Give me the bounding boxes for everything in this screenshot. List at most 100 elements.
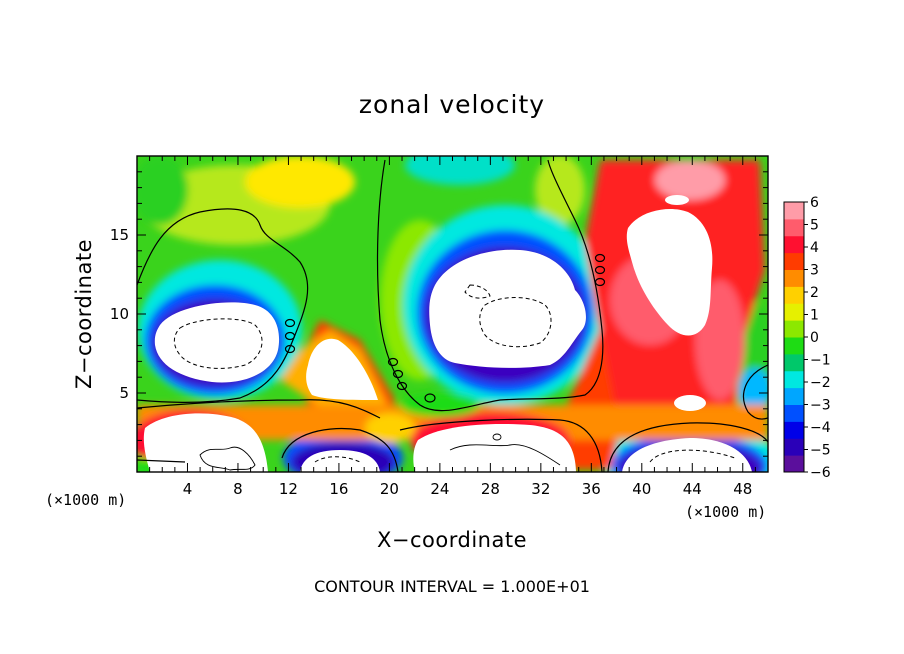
colorbar-label: −5: [810, 443, 831, 459]
x-tick-label: 4: [183, 480, 193, 498]
zero-contour: [281, 427, 399, 472]
field-cell: [655, 160, 725, 200]
field-cell: [137, 156, 188, 225]
zero-contour: [137, 399, 381, 419]
over-range-middle-vortex: [429, 249, 586, 368]
colorbar-label: 6: [810, 195, 819, 211]
contour-loop: [387, 357, 399, 367]
zero-contour: [607, 422, 768, 472]
colorbar-label: 0: [810, 330, 819, 346]
y-axis: 5 10 15 Z−coordinate: [72, 171, 768, 457]
colorbar-label: 5: [810, 218, 819, 234]
colorbar-swatch: [784, 404, 804, 422]
y-tick-label: 15: [110, 226, 129, 244]
y-axis-label: Z−coordinate: [72, 239, 96, 389]
x-axis-label: X−coordinate: [377, 528, 527, 552]
colorbar-swatch: [784, 303, 804, 321]
x-tick-label: 20: [380, 480, 399, 498]
y-tick-label: 5: [119, 384, 129, 402]
x-tick-label: 48: [733, 480, 752, 498]
colorbar-label: −4: [810, 420, 831, 436]
x-axis-unit-right: (×1000 m): [685, 503, 766, 521]
y-ticks: 5 10 15: [110, 171, 768, 457]
colorbar-swatch: [784, 252, 804, 270]
contour-loops: [199, 253, 606, 471]
zero-contour: [137, 208, 309, 403]
negative-contour: [649, 449, 736, 463]
colorbar-swatches: [784, 202, 804, 473]
field-cell: [405, 156, 515, 185]
zero-contour: [137, 459, 186, 463]
contour-loop: [284, 344, 296, 354]
contour-bottom-squiggle: [199, 446, 256, 471]
colorbar-swatch: [784, 218, 804, 237]
colorbar-swatch: [784, 269, 804, 287]
colorbar-swatch: [784, 370, 804, 389]
over-range-right-small: [665, 195, 689, 205]
x-tick-label: 36: [582, 480, 601, 498]
colorbar-label: −6: [810, 465, 831, 481]
contour-loop: [492, 433, 502, 441]
over-range-center-spot: [306, 338, 378, 400]
over-range-bottom-right: [622, 438, 752, 472]
colorbar-swatch: [784, 286, 804, 304]
x-axis: 4 8 12 16 20 24 28 32 36 40 44 48 (×1000 m) (×1000 …: [45, 156, 766, 552]
colorbar-swatch: [784, 455, 804, 473]
over-range-bottom-center: [413, 423, 576, 472]
colorbar-swatch: [784, 353, 804, 372]
contour-lines: [137, 159, 768, 472]
contour-loop: [396, 381, 408, 391]
negative-contour: [464, 284, 491, 299]
over-range-right-small: [674, 395, 706, 411]
colorbar-labels: 6 5 4 3 2 1 0 −1 −2 −3 −4 −5 −6: [804, 195, 831, 481]
field-cell: [245, 156, 355, 208]
over-range-bottom-mid: [300, 450, 380, 472]
colorbar-label: −1: [810, 353, 831, 369]
colorbar-label: 3: [810, 263, 819, 279]
contour-loop: [594, 253, 606, 263]
x-ticks: 4 8 12 16 20 24 28 32 36 40 44 48: [149, 156, 756, 498]
x-tick-label: 28: [481, 480, 500, 498]
zero-contour: [376, 159, 604, 412]
over-range-regions: [143, 195, 752, 472]
colorbar-swatch: [784, 387, 804, 405]
colorbar: 6 5 4 3 2 1 0 −1 −2 −3 −4 −5 −6: [783, 195, 831, 481]
colorbar-label: 1: [810, 308, 819, 324]
over-range-bottom-left: [143, 413, 268, 472]
x-tick-label: 24: [430, 480, 449, 498]
over-range-right-upper: [626, 208, 713, 336]
contour-bottom-squiggle: [449, 444, 561, 466]
negative-contour: [314, 456, 361, 463]
zero-contour: [399, 418, 603, 472]
negative-contour: [173, 318, 263, 369]
x-tick-label: 40: [632, 480, 651, 498]
field-cell: [400, 393, 480, 417]
colorbar-label: −3: [810, 398, 831, 414]
chart-title: zonal velocity: [359, 90, 545, 119]
colorbar-label: −2: [810, 375, 831, 391]
contour-interval-note: CONTOUR INTERVAL = 1.000E+01: [314, 577, 590, 596]
x-tick-label: 44: [683, 480, 702, 498]
colorbar-label: 2: [810, 285, 819, 301]
negative-contour: [479, 297, 552, 348]
colorbar-swatch: [784, 320, 804, 338]
colorbar-swatch: [784, 421, 804, 439]
contour-loop: [284, 318, 296, 328]
zero-contour: [743, 364, 768, 420]
contour-loop: [284, 331, 296, 341]
contour-loop: [594, 277, 606, 287]
x-tick-label: 32: [531, 480, 550, 498]
colorbar-swatch: [784, 202, 804, 220]
x-axis-unit-left: (×1000 m): [45, 491, 126, 509]
field-cell: [365, 413, 415, 443]
colorbar-swatch: [784, 337, 804, 355]
negative-contours: [173, 284, 736, 463]
contour-loop: [424, 393, 436, 403]
contour-loop: [594, 265, 606, 275]
over-range-left-vortex: [154, 302, 280, 383]
colorbar-label: 4: [810, 240, 819, 256]
x-tick-label: 16: [329, 480, 348, 498]
x-tick-label: 8: [233, 480, 243, 498]
colorbar-swatch: [784, 438, 804, 456]
